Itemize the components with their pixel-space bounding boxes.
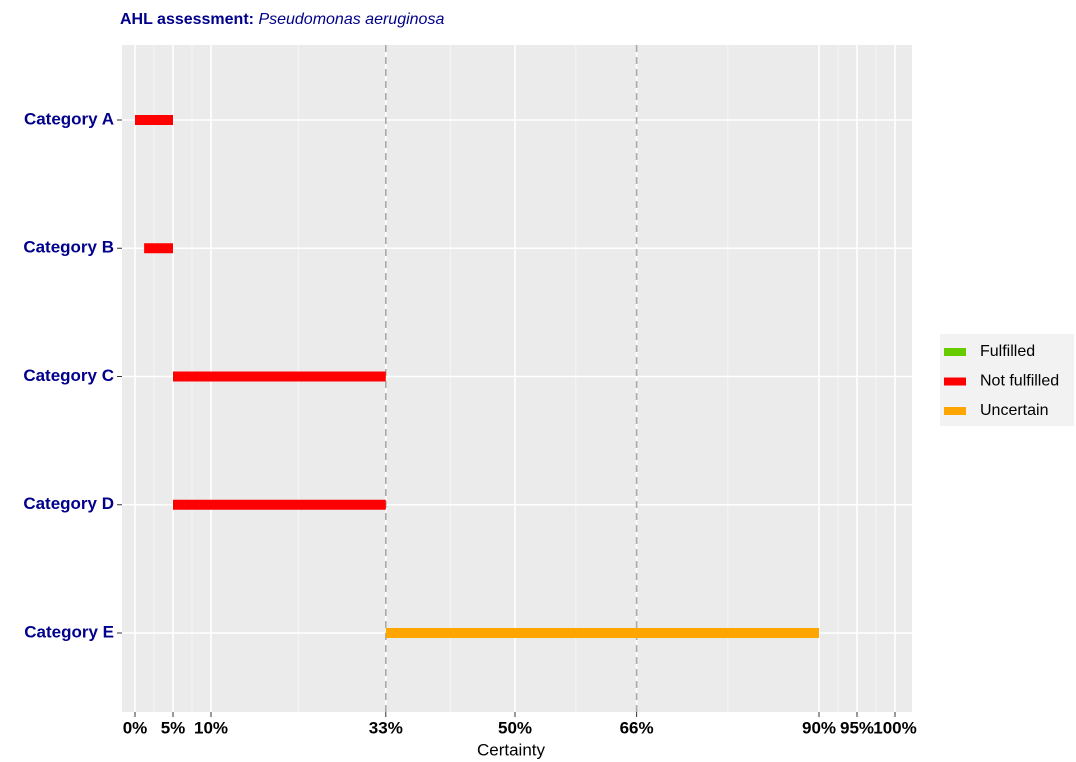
x-tick-label: 33%	[369, 718, 403, 737]
x-tick-label: 95%	[840, 718, 874, 737]
x-tick-label: 90%	[802, 718, 836, 737]
y-tick-label: Category E	[24, 622, 114, 641]
title-main: AHL assessment:	[120, 11, 254, 28]
legend-swatch	[944, 407, 966, 415]
x-tick-label: 10%	[194, 718, 228, 737]
x-tick-label: 0%	[123, 718, 148, 737]
x-tick-label: 50%	[498, 718, 532, 737]
x-tick-label: 100%	[873, 718, 916, 737]
x-tick-label: 5%	[161, 718, 186, 737]
legend-label: Fulfilled	[980, 343, 1035, 360]
y-tick-label: Category B	[23, 238, 114, 257]
bar	[144, 243, 173, 254]
bar	[135, 115, 173, 125]
y-tick-label: Category A	[24, 109, 114, 128]
y-tick-label: Category C	[23, 366, 114, 385]
legend-label: Not fulfilled	[980, 373, 1059, 390]
chart-title: AHL assessment: Pseudomonas aeruginosa	[120, 11, 444, 28]
x-axis-label: Certainty	[477, 740, 546, 759]
y-tick-label: Category D	[23, 494, 114, 513]
bar	[173, 371, 386, 382]
bar	[173, 499, 386, 510]
title-italic: Pseudomonas aeruginosa	[258, 11, 444, 28]
legend-label: Uncertain	[980, 402, 1048, 419]
x-tick-label: 66%	[620, 718, 654, 737]
legend-swatch	[944, 348, 966, 356]
legend-swatch	[944, 377, 966, 386]
bar	[385, 628, 819, 638]
